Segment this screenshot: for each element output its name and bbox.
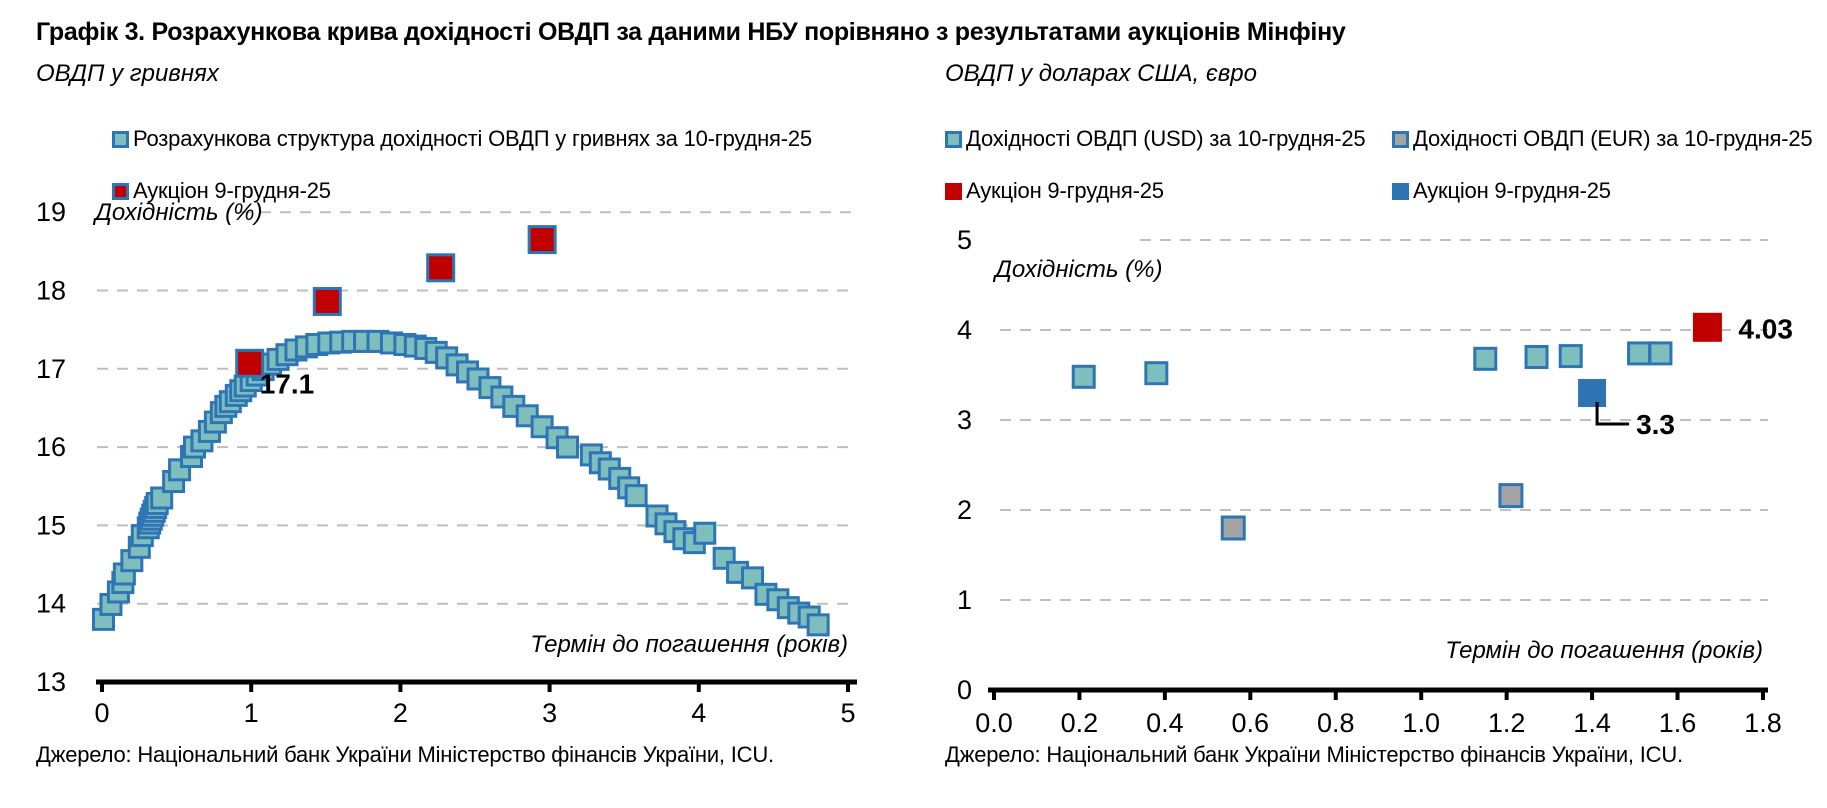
legend-marker-auction-eur-icon [1392,182,1409,200]
data-point-marker [426,253,456,283]
data-point-marker [1627,341,1652,366]
x-tick-label: 0.2 [1061,708,1099,738]
y-tick-label: 3 [957,405,972,435]
x-tick-label: 1.6 [1659,708,1697,738]
gridlines [97,211,855,605]
data-point-marker [624,484,648,508]
x-tick-label: 5 [840,698,855,728]
data-point-marker [1071,364,1096,389]
series-markers [1220,483,1524,541]
right-chart-subtitle: ОВДП у доларах США, євро [945,60,1257,87]
x-tick-label: 1 [244,698,259,728]
data-point-marker [1524,345,1549,369]
chart-plot: 13 14 15 16 17 18 19 0 1 2 3 4 5 Дохідність (%) Термін… [36,197,857,728]
y-tick-label: 18 [36,276,66,306]
x-tick-label: 0.8 [1317,708,1355,738]
y-tick-label: 15 [36,510,66,540]
data-label: 17.1 [260,368,315,399]
left-chart-subtitle: ОВДП у гривнях [36,60,219,87]
legend-marker-usd-icon [945,130,962,148]
data-point-marker [806,613,830,637]
legend-marker-uah-auction-icon [112,182,129,200]
legend-label: Дохідності ОВДП (USD) за 10-грудня-25 [966,126,1366,151]
data-point-marker [312,286,342,316]
data-point-marker [1473,346,1498,371]
x-tick-label: 0.0 [975,708,1013,738]
y-tick-label: 17 [36,354,66,384]
y-tick-label: 13 [36,667,66,697]
x-tick-label: 3 [542,698,557,728]
data-label: 4.03 [1738,313,1793,344]
y-tick-label: 0 [957,675,972,705]
legend-marker-eur-icon [1392,130,1409,148]
data-point-marker [235,348,265,378]
series-markers [1692,312,1722,342]
y-tick-label: 1 [957,585,972,615]
data-label: 3.3 [1636,409,1675,440]
y-tick-label: 16 [36,432,66,462]
x-tick-label: 1.4 [1573,708,1611,738]
data-point-marker [1220,515,1246,541]
chart-plot: 0 1 2 3 4 5 0.0 0.2 0.4 0.6 0.8 1.0 1.2 1.4 1.6 1.8 Дохі… [957,225,1793,738]
x-tick-label: 0 [94,698,109,728]
data-label-leader [1595,402,1630,426]
legend-marker-uah-curve-icon [112,130,129,148]
y-axis-title: Дохідність (%) [92,199,262,226]
source-note-right: Джерело: Національний банк України Мініс… [945,742,1683,767]
source-note-left: Джерело: Національний банк України Мініс… [36,742,774,767]
legend-item-auction-eur: Аукціон 9-грудня-25 [1392,178,1611,204]
legend-item-usd: Дохідності ОВДП (USD) за 10-грудня-25 [945,126,1366,152]
legend-item-eur: Дохідності ОВДП (EUR) за 10-грудня-25 [1392,126,1813,152]
y-tick-label: 5 [957,225,972,255]
legend-item-auction-usd: Аукціон 9-грудня-25 [945,178,1164,204]
data-point-marker [1558,344,1583,369]
data-point-marker [1498,483,1524,509]
x-axis-title: Термін до погашення (років) [530,631,848,658]
y-tick-label: 2 [957,495,972,525]
legend-label: Розрахункова структура дохідності ОВДП у… [133,126,812,151]
y-tick-label: 19 [36,197,66,227]
x-tick-label: 1.2 [1488,708,1526,738]
data-point-marker [1578,379,1607,407]
legend-marker-auction-usd-icon [945,182,962,200]
x-tick-label: 2 [393,698,408,728]
data-point-marker [1144,361,1169,386]
legend-label: Дохідності ОВДП (EUR) за 10-грудня-25 [1413,126,1813,151]
legend-item-uah-curve: Розрахункова структура дохідності ОВДП у… [112,126,812,152]
series-markers [91,329,830,637]
series-markers [235,225,557,378]
legend-label: Аукціон 9-грудня-25 [133,178,331,203]
y-axis-title: Дохідність (%) [992,256,1162,283]
y-tick-label: 14 [36,589,66,619]
series-markers [1578,379,1607,407]
series-markers [1071,341,1673,389]
page-title: Графік 3. Розрахункова крива дохідності … [36,18,1346,46]
y-tick-label: 4 [957,315,972,345]
x-tick-label: 4 [691,698,706,728]
legend-label: Аукціон 9-грудня-25 [966,178,1164,203]
data-point-marker [556,435,580,459]
x-tick-label: 1.0 [1402,708,1440,738]
x-tick-label: 0.4 [1146,708,1184,738]
x-tick-label: 0.6 [1232,708,1270,738]
data-point-marker [1692,312,1722,342]
data-point-marker [1648,341,1673,366]
data-point-marker [693,521,717,545]
gridlines [1000,239,1768,601]
legend-label: Аукціон 9-грудня-25 [1413,178,1611,203]
x-tick-label: 1.8 [1744,708,1782,738]
legend-item-uah-auction: Аукціон 9-грудня-25 [112,178,331,204]
data-point-marker [527,225,557,255]
x-axis-title: Термін до погашення (років) [1445,637,1763,664]
